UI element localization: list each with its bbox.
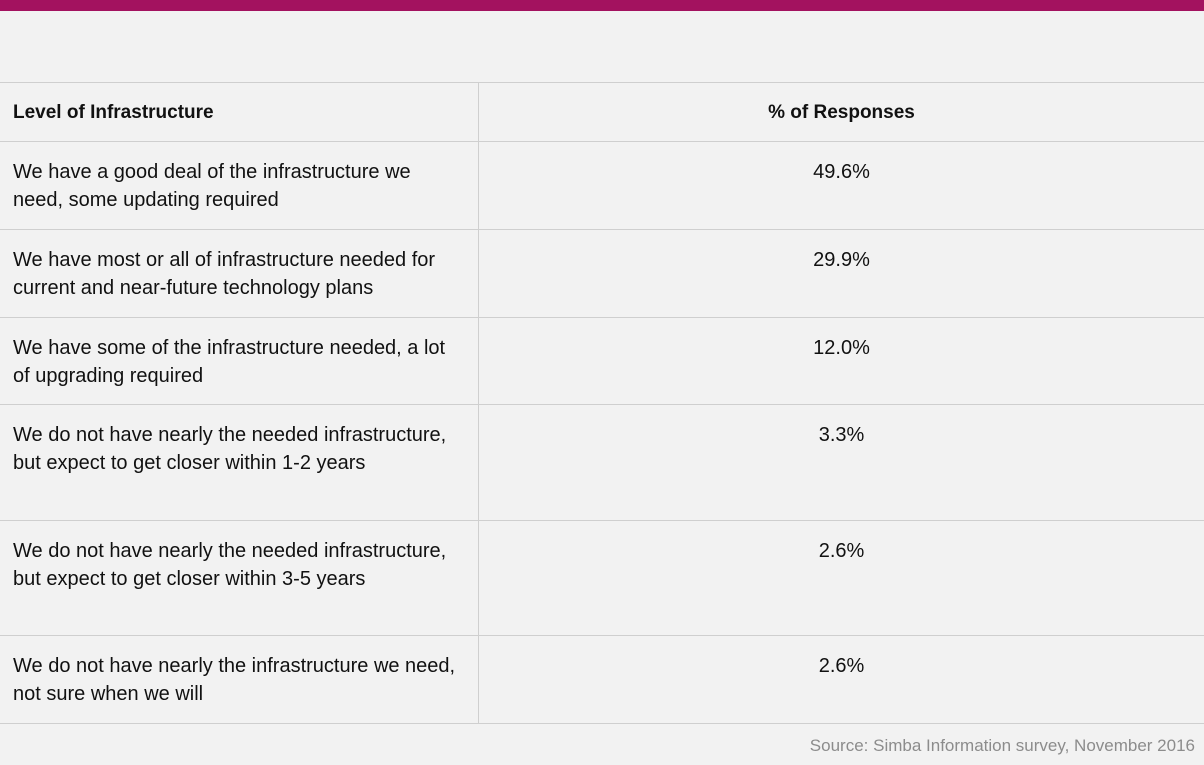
table-row: We do not have nearly the infrastructure… xyxy=(0,636,1204,724)
row-value: 49.6% xyxy=(813,161,870,183)
row-value: 2.6% xyxy=(818,540,865,562)
table-row: We have some of the infrastructure neede… xyxy=(0,318,1204,405)
row-label: We have most or all of infrastructure ne… xyxy=(0,230,479,317)
header-percent-of-responses: % of Responses xyxy=(768,102,915,123)
row-value: 2.6% xyxy=(818,655,865,677)
header-level-of-infrastructure: Level of Infrastructure xyxy=(0,83,479,141)
row-label: We have a good deal of the infrastructur… xyxy=(0,142,479,229)
table-row: We have most or all of infrastructure ne… xyxy=(0,230,1204,318)
table-row: We do not have nearly the needed infrast… xyxy=(0,521,1204,636)
row-label: We do not have nearly the needed infrast… xyxy=(0,521,479,635)
row-value: 29.9% xyxy=(813,249,870,271)
table-row: We do not have nearly the needed infrast… xyxy=(0,405,1204,521)
row-label: We have some of the infrastructure neede… xyxy=(0,318,479,404)
source-note: Source: Simba Information survey, Novemb… xyxy=(809,736,1195,755)
table-row: We have a good deal of the infrastructur… xyxy=(0,142,1204,230)
row-label: We do not have nearly the infrastructure… xyxy=(0,636,479,723)
infrastructure-table: Level of Infrastructure % of Responses W… xyxy=(0,82,1204,724)
row-value: 12.0% xyxy=(813,337,870,359)
row-value: 3.3% xyxy=(818,424,865,446)
top-accent-bar xyxy=(0,0,1204,11)
row-label: We do not have nearly the needed infrast… xyxy=(0,405,479,520)
table-header-row: Level of Infrastructure % of Responses xyxy=(0,83,1204,142)
